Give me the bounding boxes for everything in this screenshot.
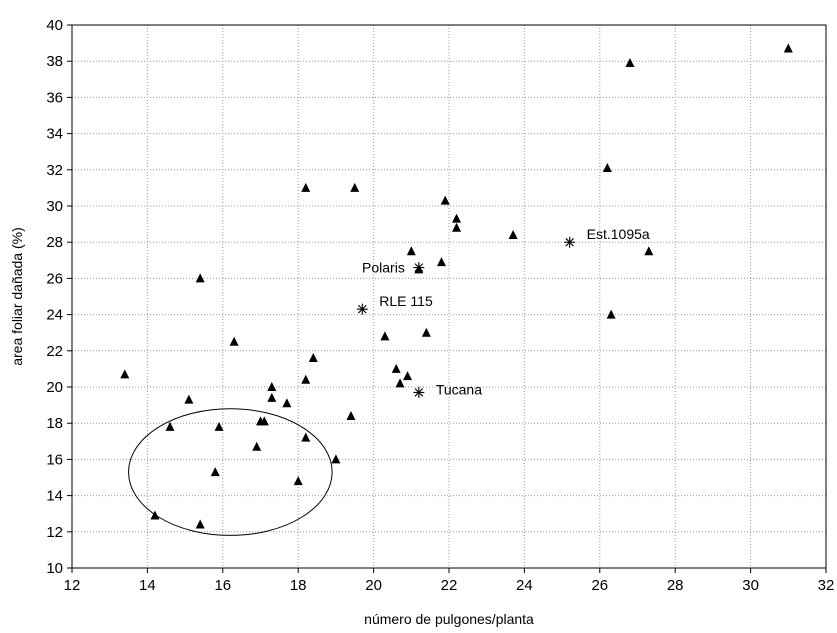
y-tick-label: 16: [46, 451, 63, 468]
triangle-point: [440, 195, 450, 205]
y-tick-label: 10: [46, 560, 63, 577]
y-tick-label: 12: [46, 524, 63, 541]
highlight-ellipse: [128, 408, 333, 536]
y-tick-label: 24: [46, 307, 63, 324]
triangle-point: [301, 182, 311, 192]
x-axis-label: número de pulgones/planta: [364, 611, 534, 627]
y-tick-label: 36: [46, 89, 63, 106]
y-tick-label: 26: [46, 270, 63, 287]
triangle-point: [267, 382, 277, 391]
y-axis-label: area foliar dañada (%): [9, 227, 25, 366]
triangle-point: [331, 454, 341, 464]
triangle-point: [395, 378, 405, 388]
triangle-point: [214, 421, 224, 431]
triangle-point: [452, 213, 462, 223]
point-label: Est.1095a: [587, 226, 650, 242]
triangle-point: [308, 353, 318, 363]
y-tick-label: 32: [46, 162, 63, 179]
x-tick-label: 24: [516, 577, 533, 594]
triangle-point: [508, 229, 518, 239]
triangle-point: [301, 432, 311, 442]
triangle-point: [259, 416, 269, 426]
y-tick-label: 40: [46, 17, 63, 34]
y-tick-label: 22: [46, 343, 63, 360]
triangle-point: [165, 421, 175, 431]
y-tick-label: 20: [46, 379, 63, 396]
y-tick-label: 28: [46, 234, 63, 251]
y-tick-label: 34: [46, 126, 63, 143]
x-tick-label: 32: [818, 577, 835, 594]
triangle-point: [421, 327, 431, 337]
data-points: Polaris RLE 115 Tucana Est.1095a: [120, 43, 793, 529]
x-tick-label: 18: [290, 577, 307, 594]
triangle-point: [282, 398, 292, 408]
x-tick-label: 14: [139, 577, 156, 594]
triangle-point: [783, 43, 793, 53]
grid: [72, 25, 826, 568]
triangle-point: [267, 392, 277, 402]
triangle-point: [403, 371, 413, 381]
triangle-point: [301, 374, 311, 384]
triangle-point: [644, 246, 654, 256]
triangle-point: [606, 309, 616, 319]
triangle-point: [602, 162, 612, 172]
y-tick-label: 18: [46, 415, 63, 432]
triangle-point: [380, 331, 390, 341]
triangle-point: [625, 58, 635, 68]
y-tick-label: 30: [46, 198, 63, 215]
x-tick-label: 16: [214, 577, 231, 594]
triangle-point: [252, 441, 262, 451]
triangle-point: [391, 363, 401, 373]
triangle-point: [150, 510, 160, 520]
x-tick-label: 20: [365, 577, 382, 594]
asterisk-point: [356, 303, 368, 315]
x-tick-label: 22: [441, 577, 458, 594]
triangle-point: [350, 182, 360, 192]
x-tick-label: 12: [64, 577, 81, 594]
x-tick-label: 28: [667, 577, 684, 594]
asterisk-point: [413, 386, 425, 398]
triangle-point: [293, 476, 303, 486]
point-label: Tucana: [436, 381, 482, 397]
x-tick-label: 26: [591, 577, 608, 594]
y-tick-label: 38: [46, 53, 63, 70]
annotations: [128, 408, 333, 536]
triangle-point: [210, 467, 220, 477]
triangle-point: [184, 394, 194, 404]
axis-ticks: 12 14 16 18 20 22 24 26 28 30 32101214161820222426…: [46, 17, 834, 594]
y-tick-label: 14: [46, 488, 63, 505]
asterisk-point: [413, 262, 425, 274]
triangle-point: [120, 369, 130, 379]
triangle-point: [436, 257, 446, 267]
triangle-point: [452, 222, 462, 232]
x-tick-label: 30: [742, 577, 759, 594]
asterisk-point: [564, 236, 576, 248]
point-label: RLE 115: [379, 293, 433, 309]
triangle-point: [195, 273, 205, 283]
triangle-point: [229, 336, 239, 346]
triangle-point: [406, 246, 416, 256]
triangle-point: [195, 519, 205, 529]
triangle-point: [346, 410, 356, 420]
point-label: Polaris: [362, 260, 405, 276]
